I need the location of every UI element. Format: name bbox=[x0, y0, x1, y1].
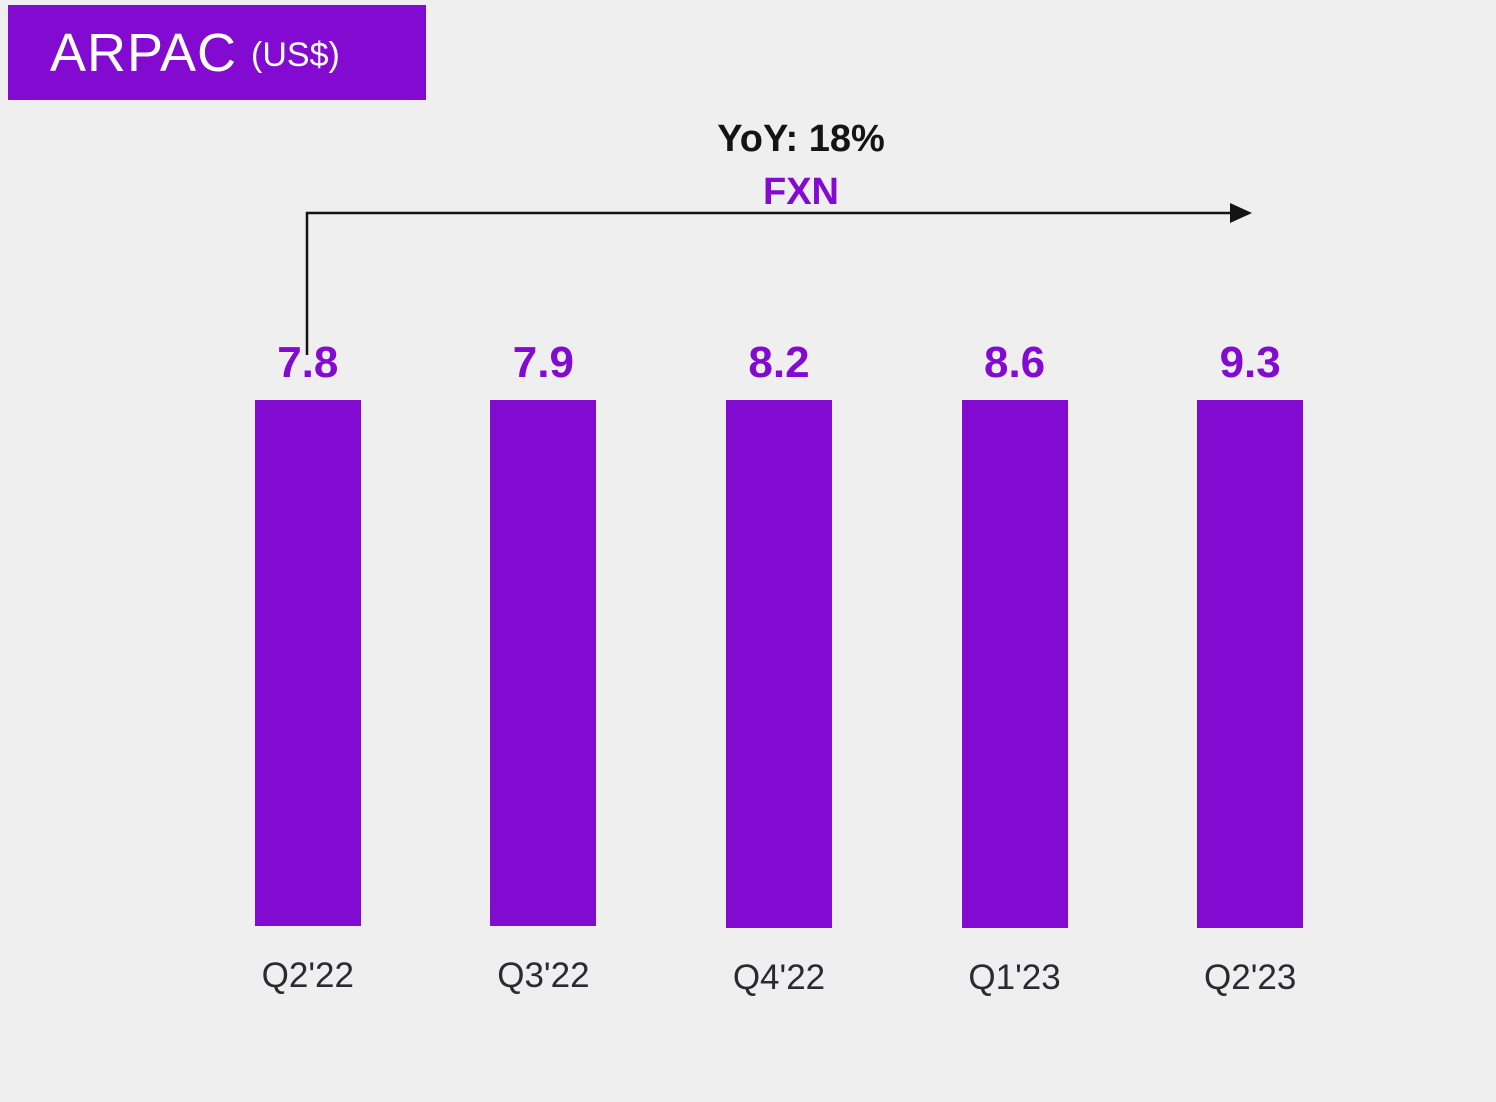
bar-value-label: 8.2 bbox=[748, 338, 810, 387]
category-label: Q2'23 bbox=[1204, 958, 1297, 997]
chart-title-badge: ARPAC (US$) bbox=[8, 5, 426, 100]
yoy-growth-label: YoY: 18% bbox=[717, 118, 885, 160]
fx-neutral-label: FXN bbox=[763, 171, 839, 213]
bar-column: 7.8 Q2'22 bbox=[190, 338, 426, 998]
category-label: Q1'23 bbox=[968, 958, 1061, 997]
bar-value-label: 8.6 bbox=[983, 338, 1046, 387]
bar-value-label: 7.9 bbox=[512, 338, 574, 387]
category-label: Q4'22 bbox=[732, 957, 826, 997]
bar-chart: 7.8 Q2'22 7.9 Q3'22 8.2 Q4'22 8.6 Q1'23 9.3 Q2'23 bbox=[190, 338, 1368, 998]
bar bbox=[725, 400, 832, 928]
bar-column: 8.6 Q1'23 bbox=[897, 338, 1133, 998]
bar-chart-area: 7.8 Q2'22 7.9 Q3'22 8.2 Q4'22 8.6 Q1'23 9.3 Q2'23 bbox=[190, 338, 1368, 998]
bar-column: 9.3 Q2'23 bbox=[1132, 338, 1368, 998]
bar bbox=[961, 400, 1068, 928]
bar bbox=[490, 400, 597, 927]
bar-value-label: 9.3 bbox=[1219, 338, 1281, 387]
bar bbox=[254, 400, 361, 926]
category-label: Q2'22 bbox=[261, 955, 354, 995]
bar-column: 8.2 Q4'22 bbox=[661, 338, 897, 998]
category-label: Q3'22 bbox=[497, 956, 590, 996]
chart-title: ARPAC bbox=[50, 22, 238, 83]
chart-title-unit: (US$) bbox=[251, 36, 340, 74]
bar-column: 7.9 Q3'22 bbox=[426, 338, 662, 998]
yoy-annotation: YoY: 18% FXN bbox=[106, 118, 1496, 214]
bar-value-label: 7.8 bbox=[277, 338, 339, 387]
bar bbox=[1197, 400, 1304, 928]
